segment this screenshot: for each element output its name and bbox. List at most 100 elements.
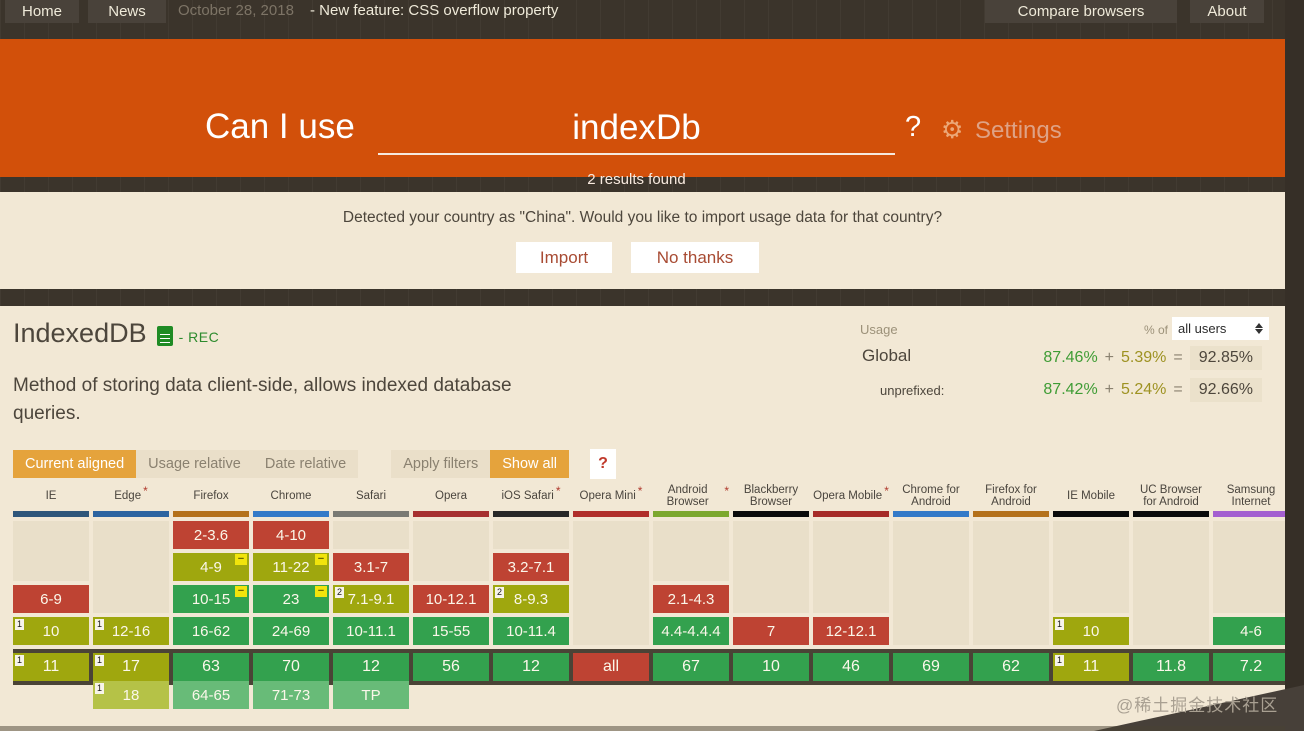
- show-all-button[interactable]: Show all: [490, 450, 570, 478]
- support-cell[interactable]: 8-9.3 2: [493, 585, 569, 613]
- support-cell[interactable]: 23−: [253, 585, 329, 613]
- site-title: Can I use: [205, 107, 355, 146]
- column-header[interactable]: Blackberry Browser: [743, 484, 799, 508]
- support-cell[interactable]: 10: [733, 653, 809, 681]
- nav-tab-home[interactable]: Home: [5, 0, 79, 23]
- support-cell[interactable]: 24-69: [253, 617, 329, 645]
- support-cell[interactable]: 4-6: [1213, 617, 1285, 645]
- nav-tab-news[interactable]: News: [88, 0, 166, 23]
- gear-icon[interactable]: ⚙: [941, 116, 964, 144]
- footnote-badge[interactable]: 1: [1055, 619, 1064, 630]
- news-ticker-link[interactable]: - New feature: CSS overflow property: [310, 2, 559, 19]
- footnote-badge[interactable]: 1: [95, 683, 104, 694]
- support-cell[interactable]: 15-55: [413, 617, 489, 645]
- support-cell[interactable]: 10-15−: [173, 585, 249, 613]
- column-header[interactable]: Opera Mini *: [579, 484, 643, 502]
- support-cell[interactable]: 4-9−: [173, 553, 249, 581]
- apply-filters-button[interactable]: Apply filters: [391, 450, 491, 478]
- date-relative-button[interactable]: Date relative: [252, 450, 359, 478]
- import-button[interactable]: Import: [516, 242, 612, 273]
- support-cell-empty: [1053, 521, 1129, 613]
- settings-button[interactable]: Settings: [975, 117, 1062, 144]
- browser-color-bar: [333, 511, 409, 517]
- support-cell[interactable]: 7: [733, 617, 809, 645]
- footnote-badge[interactable]: 1: [1055, 655, 1064, 666]
- support-cell[interactable]: 11 1: [1053, 653, 1129, 681]
- support-cell[interactable]: all: [573, 653, 649, 681]
- support-cell[interactable]: 63: [173, 653, 249, 681]
- footnote-badge[interactable]: 1: [15, 619, 24, 630]
- usage-source-select[interactable]: all users: [1172, 317, 1269, 340]
- usage-relative-button[interactable]: Usage relative: [136, 450, 253, 478]
- support-cell[interactable]: 71-73: [253, 681, 329, 709]
- support-cell[interactable]: 10-11.4: [493, 617, 569, 645]
- support-cell[interactable]: 10 1: [1053, 617, 1129, 645]
- support-cell[interactable]: 3.2-7.1: [493, 553, 569, 581]
- feature-search-input[interactable]: [378, 103, 895, 155]
- current-aligned-button[interactable]: Current aligned: [13, 450, 137, 478]
- browser-color-bar: [93, 511, 169, 517]
- support-cell[interactable]: 7.1-9.1 2: [333, 585, 409, 613]
- column-header[interactable]: IE Mobile: [1067, 490, 1115, 502]
- support-cell[interactable]: 7.2: [1213, 653, 1285, 681]
- column-header[interactable]: Chrome: [270, 490, 312, 502]
- support-cell[interactable]: 10-11.1: [333, 617, 409, 645]
- column-header[interactable]: Opera Mobile *: [813, 484, 889, 502]
- support-cell[interactable]: 3.1-7: [333, 553, 409, 581]
- support-cell[interactable]: 67: [653, 653, 729, 681]
- nav-tab-about[interactable]: About: [1190, 0, 1264, 23]
- support-cell[interactable]: 56: [413, 653, 489, 681]
- support-cell[interactable]: 2.1-4.3: [653, 585, 729, 613]
- support-cell[interactable]: 70: [253, 653, 329, 681]
- support-cell[interactable]: 46: [813, 653, 889, 681]
- footnote-badge[interactable]: 1: [95, 655, 104, 666]
- prefix-badge[interactable]: −: [235, 586, 247, 597]
- prefix-badge[interactable]: −: [235, 554, 247, 565]
- column-header[interactable]: Edge *: [114, 484, 148, 502]
- support-cell[interactable]: 2-3.6: [173, 521, 249, 549]
- spec-status-rec[interactable]: - REC: [178, 328, 220, 345]
- column-header[interactable]: Opera: [435, 490, 467, 502]
- column-header[interactable]: iOS Safari *: [501, 484, 561, 502]
- support-cell[interactable]: 11.8: [1133, 653, 1209, 681]
- support-cell[interactable]: 10 1: [13, 617, 89, 645]
- support-cell[interactable]: 6-9: [13, 585, 89, 613]
- column-header[interactable]: Safari: [355, 490, 387, 502]
- column-header[interactable]: Android Browser *: [666, 484, 729, 508]
- total-percent: 92.66%: [1189, 378, 1262, 402]
- partial-percent: 5.39%: [1121, 349, 1167, 366]
- support-cell[interactable]: 69: [893, 653, 969, 681]
- support-cell[interactable]: 11-22−: [253, 553, 329, 581]
- support-cell[interactable]: 12: [493, 653, 569, 681]
- support-cell[interactable]: 64-65: [173, 681, 249, 709]
- column-header[interactable]: Firefox for Android: [985, 484, 1037, 508]
- help-button[interactable]: ?: [590, 449, 617, 479]
- support-cell[interactable]: TP: [333, 681, 409, 709]
- support-cell[interactable]: 17 1: [93, 653, 169, 681]
- support-cell[interactable]: 12-16 1: [93, 617, 169, 645]
- no-thanks-button[interactable]: No thanks: [631, 242, 759, 273]
- support-cell[interactable]: 10-12.1: [413, 585, 489, 613]
- support-cell[interactable]: 4-10: [253, 521, 329, 549]
- nav-tab-compare-browsers[interactable]: Compare browsers: [985, 0, 1177, 23]
- footnote-badge[interactable]: 1: [15, 655, 24, 666]
- footnote-badge[interactable]: 2: [495, 587, 504, 598]
- support-cell[interactable]: 18 1: [93, 681, 169, 709]
- support-cell[interactable]: 12: [333, 653, 409, 681]
- column-header[interactable]: Chrome for Android: [902, 484, 960, 508]
- prefix-badge[interactable]: −: [315, 554, 327, 565]
- footnote-badge[interactable]: 1: [95, 619, 104, 630]
- support-cell[interactable]: 62: [973, 653, 1049, 681]
- support-cell[interactable]: 12-12.1: [813, 617, 889, 645]
- support-cell[interactable]: 4.4-4.4.4: [653, 617, 729, 645]
- support-cell[interactable]: 16-62: [173, 617, 249, 645]
- column-header[interactable]: Firefox: [193, 490, 229, 502]
- prefix-badge[interactable]: −: [315, 586, 327, 597]
- column-header[interactable]: UC Browser for Android: [1140, 484, 1202, 508]
- support-cell[interactable]: 11 1: [13, 653, 89, 681]
- spec-document-icon[interactable]: [156, 325, 173, 346]
- column-header[interactable]: IE: [45, 490, 57, 502]
- footnote-badge[interactable]: 2: [335, 587, 344, 598]
- column-header[interactable]: Samsung Internet: [1226, 484, 1276, 508]
- support-cell-empty: [733, 521, 809, 613]
